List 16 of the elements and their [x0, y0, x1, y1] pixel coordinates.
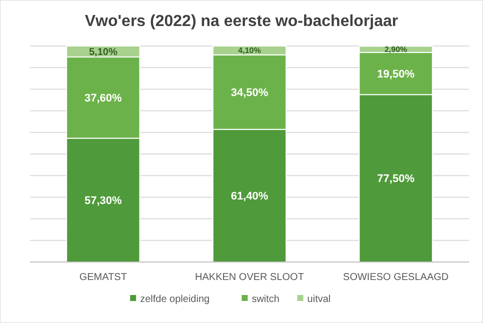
- x-tick-label: GEMATST: [79, 272, 127, 283]
- legend-label: zelfde opleiding: [140, 294, 210, 305]
- data-label: 37,60%: [84, 92, 122, 104]
- data-label: 77,50%: [377, 173, 415, 186]
- x-tick-label: HAKKEN OVER SLOOT: [195, 272, 304, 283]
- data-label: 4,10%: [238, 46, 261, 56]
- chart-title: Vwo'ers (2022) na eerste wo-bachelorjaar: [84, 13, 398, 30]
- data-label: 57,30%: [84, 194, 122, 207]
- data-label: 61,40%: [230, 190, 268, 203]
- data-label: 2,90%: [384, 45, 408, 54]
- legend-label: uitval: [307, 294, 331, 305]
- x-tick-label: SOWIESO GESLAAGD: [343, 272, 449, 283]
- data-label: 34,50%: [230, 86, 268, 99]
- legend-label: switch: [252, 294, 280, 305]
- data-label: 5,10%: [88, 47, 118, 58]
- data-label: 19,50%: [377, 68, 415, 80]
